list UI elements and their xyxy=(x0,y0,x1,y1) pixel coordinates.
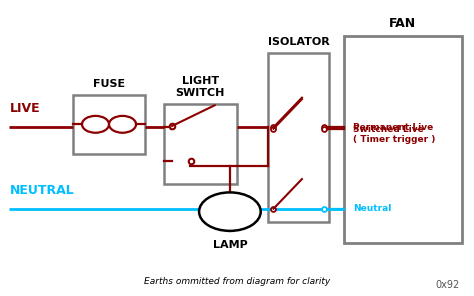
Circle shape xyxy=(82,116,109,133)
Text: LIVE: LIVE xyxy=(9,102,40,115)
Bar xyxy=(164,104,237,184)
Text: 0x92: 0x92 xyxy=(436,280,460,290)
Text: Permanent Live: Permanent Live xyxy=(353,123,433,132)
Text: LAMP: LAMP xyxy=(212,240,247,250)
Bar xyxy=(73,95,145,154)
Text: Earths ommitted from diagram for clarity: Earths ommitted from diagram for clarity xyxy=(144,277,330,286)
Text: Neutral: Neutral xyxy=(353,204,392,213)
Text: NEUTRAL: NEUTRAL xyxy=(9,184,74,197)
Circle shape xyxy=(199,192,261,231)
Bar xyxy=(268,53,329,222)
Text: LIGHT
SWITCH: LIGHT SWITCH xyxy=(175,76,225,98)
Text: ISOLATOR: ISOLATOR xyxy=(268,37,329,47)
Text: FUSE: FUSE xyxy=(93,79,125,89)
Bar xyxy=(344,36,462,243)
Text: FAN: FAN xyxy=(389,17,417,30)
Text: Switched Live
( Timer trigger ): Switched Live ( Timer trigger ) xyxy=(353,125,436,144)
Circle shape xyxy=(109,116,136,133)
